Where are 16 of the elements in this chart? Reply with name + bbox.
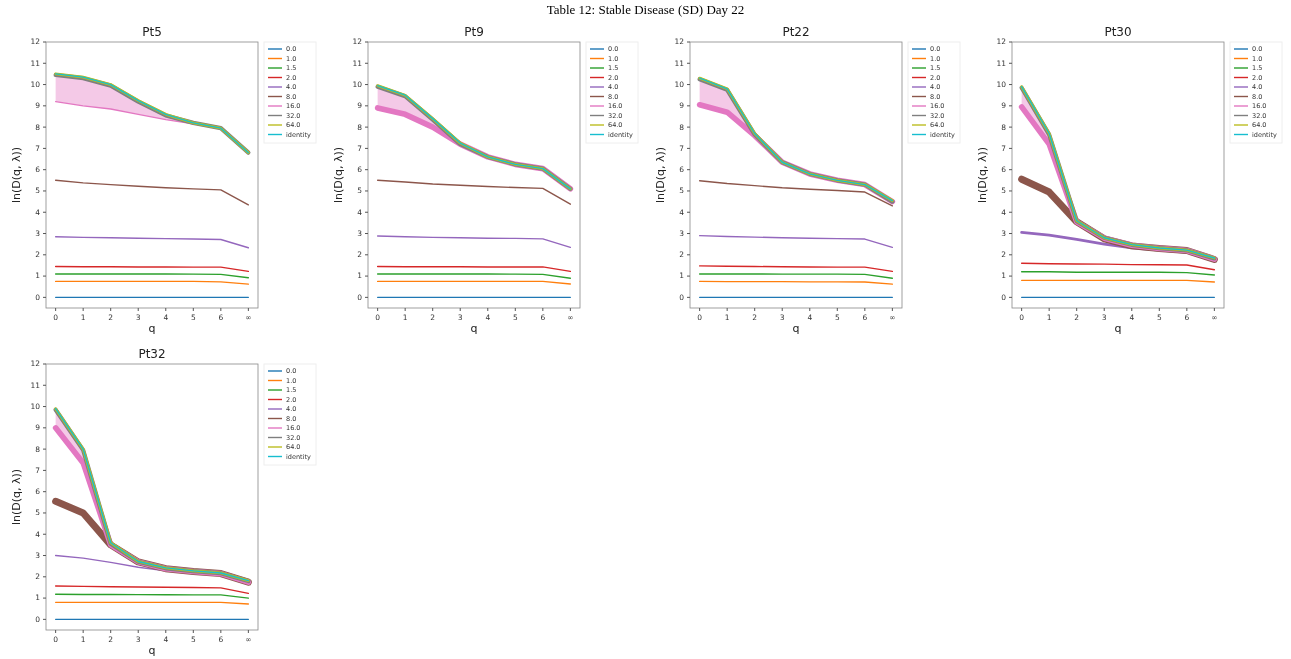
chart-title: Pt22 — [782, 25, 810, 39]
y-axis-title: ln(D(q, λ)) — [10, 468, 23, 526]
y-axis-title: ln(D(q, λ)) — [976, 146, 989, 204]
chart-title: Pt5 — [142, 25, 162, 39]
x-axis-title: q — [792, 322, 800, 335]
y-axis-title: ln(D(q, λ)) — [10, 146, 23, 204]
x-axis-title: q — [148, 644, 156, 657]
chart-title: Pt32 — [138, 347, 166, 361]
caption: Table 12: Stable Disease (SD) Day 22 — [546, 2, 745, 17]
x-axis-title: q — [148, 322, 156, 335]
chart-title: Pt30 — [1104, 25, 1132, 39]
chart-title: Pt9 — [464, 25, 484, 39]
x-axis-title: q — [470, 322, 478, 335]
x-axis-title: q — [1114, 322, 1122, 335]
y-axis-title: ln(D(q, λ)) — [654, 146, 667, 204]
y-axis-title: ln(D(q, λ)) — [332, 146, 345, 204]
